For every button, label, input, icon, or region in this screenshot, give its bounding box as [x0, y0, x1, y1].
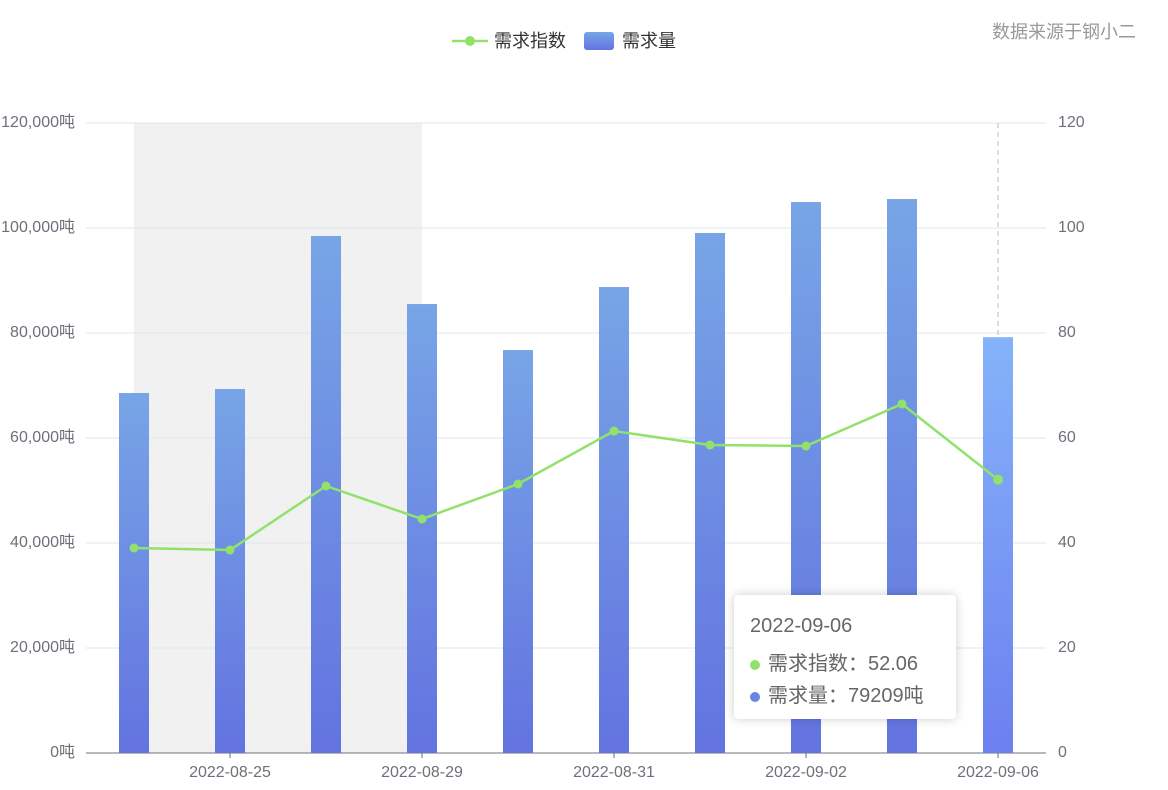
line-point — [225, 545, 235, 555]
y-tick-label: 100,000吨 — [1, 218, 75, 236]
line-point — [513, 479, 523, 489]
y2-tick-label: 0 — [1058, 744, 1067, 761]
tooltip: 2022-09-06 需求指数：52.06 需求量：79209吨 — [734, 595, 956, 719]
line-point — [801, 441, 811, 451]
y2-tick-label: 40 — [1058, 534, 1076, 551]
tooltip-text: 需求指数：52.06 — [768, 653, 919, 675]
y-tick-label: 120,000吨 — [1, 113, 75, 131]
y2-tick-label: 20 — [1058, 639, 1076, 656]
legend-label: 需求量 — [622, 31, 676, 51]
y-tick-label: 40,000吨 — [10, 533, 75, 551]
line-point — [705, 440, 715, 450]
tooltip-title: 2022-09-06 — [750, 615, 853, 637]
y-tick-label: 60,000吨 — [10, 428, 75, 446]
bar — [311, 235, 341, 754]
line-point — [321, 481, 331, 491]
x-tick-label: 2022-09-06 — [957, 764, 1039, 781]
line-point — [993, 474, 1003, 485]
source-note: 数据来源于钢小二 — [992, 22, 1136, 42]
line — [133, 402, 999, 552]
y2-tick-label: 60 — [1058, 429, 1076, 446]
y2-tick-label: 100 — [1058, 219, 1085, 236]
tooltip-item: 需求指数：52.06 — [750, 647, 918, 676]
bar — [503, 350, 533, 753]
line-point — [129, 543, 139, 553]
bar — [599, 287, 629, 753]
y-tick-label: 0吨 — [50, 743, 75, 761]
line-point — [417, 514, 427, 524]
bar — [215, 389, 245, 753]
y-tick-label: 80,000吨 — [10, 323, 75, 341]
y2-tick-label: 80 — [1058, 324, 1076, 341]
tooltip-text: 需求量：79209吨 — [768, 685, 924, 707]
y2-tick-label: 120 — [1058, 114, 1085, 131]
legend-swatch — [584, 32, 614, 50]
x-tick-label: 2022-08-31 — [573, 764, 655, 781]
x-tick-label: 2022-08-29 — [381, 764, 463, 781]
bar — [119, 393, 149, 753]
legend-dot — [465, 36, 475, 46]
line-point — [609, 426, 619, 436]
bar — [695, 232, 725, 754]
x-tick-label: 2022-09-02 — [765, 764, 847, 781]
bar — [407, 304, 437, 753]
tooltip-item: 需求量：79209吨 — [750, 679, 924, 708]
legend-label: 需求指数 — [494, 31, 566, 51]
x-tick-label: 2022-08-25 — [189, 764, 271, 781]
bar — [983, 337, 1013, 753]
y-tick-label: 20,000吨 — [10, 638, 75, 656]
line-point — [897, 399, 907, 409]
